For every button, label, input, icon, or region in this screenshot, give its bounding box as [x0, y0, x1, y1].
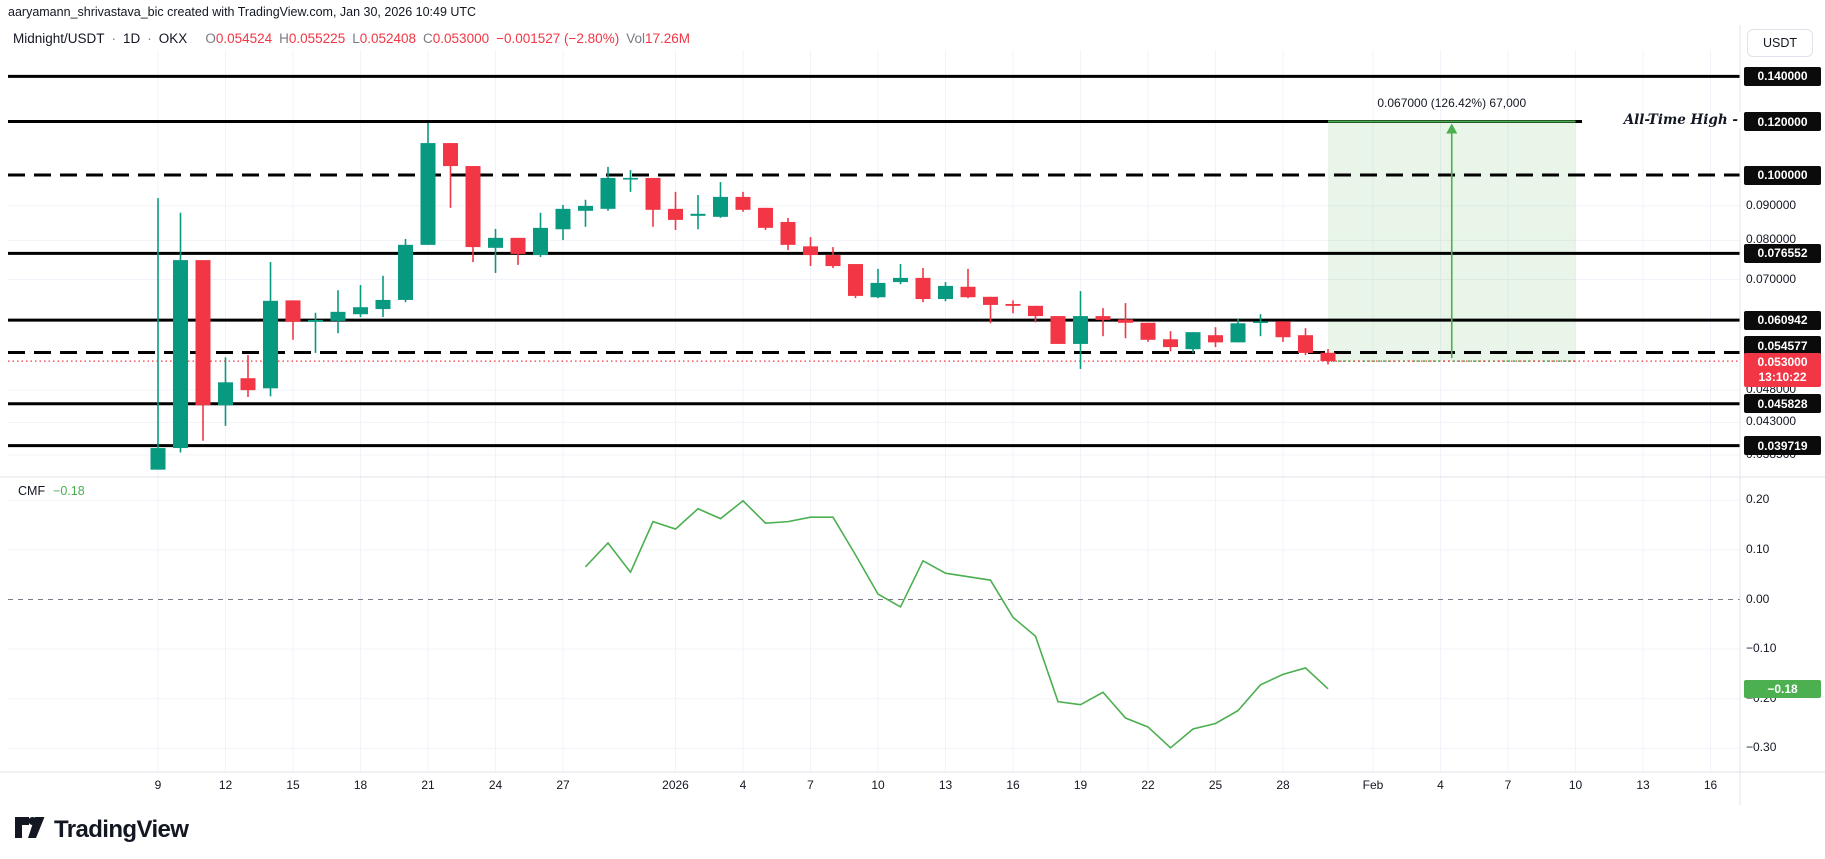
tradingview-logo[interactable]: TradingView [14, 814, 189, 846]
candle-body-Dec 26[interactable] [533, 227, 548, 256]
candle-body-Dec 9[interactable] [150, 448, 166, 470]
tradingview-logo-text: TradingView [54, 816, 189, 843]
candle-body-Jan 18[interactable] [1050, 316, 1066, 344]
tradingview-logo-icon [14, 814, 45, 846]
candle-body-Jan 11[interactable] [893, 277, 908, 283]
candle-body-Jan 20[interactable] [1095, 316, 1111, 320]
candle-body-Jan 14[interactable] [960, 286, 976, 298]
candle-body-Jan 4[interactable] [735, 196, 751, 210]
interval-label[interactable]: 1D [123, 31, 141, 46]
candle-body-Dec 10[interactable] [173, 260, 188, 449]
candle-body-Dec 13[interactable] [240, 378, 256, 391]
candle-body-Jan 23[interactable] [1163, 339, 1178, 348]
candle-body-Jan 30[interactable] [1320, 352, 1336, 362]
candle-body-Jan 1[interactable] [668, 208, 683, 220]
candle-body-Dec 12[interactable] [218, 382, 233, 406]
legend-separator: · [147, 31, 152, 46]
candle-body-Jan 12[interactable] [915, 277, 931, 300]
candle-body-Dec 31[interactable] [645, 177, 661, 210]
candle-body-Jan 2[interactable] [690, 213, 706, 216]
candle-body-Jan 5[interactable] [758, 207, 773, 228]
candle-body-Jan 3[interactable] [713, 196, 728, 217]
ohlc-open: O0.054524 [205, 31, 273, 46]
symbol-title[interactable]: Midnight/USDT [13, 31, 105, 46]
exchange-label[interactable]: OKX [158, 31, 188, 46]
candle-body-Dec 20[interactable] [398, 244, 413, 300]
candle-body-Jan 19[interactable] [1073, 316, 1088, 344]
ohlc-close: C0.053000 [423, 31, 490, 46]
candle-body-Dec 17[interactable] [330, 311, 346, 321]
candle-body-Jan 25[interactable] [1208, 335, 1223, 343]
candle-body-Dec 30[interactable] [623, 177, 638, 180]
candle-body-Jan 16[interactable] [1005, 304, 1021, 306]
candle-body-Jan 9[interactable] [848, 264, 863, 296]
candle-body-Dec 16[interactable] [308, 319, 323, 322]
candle-body-Jan 17[interactable] [1028, 305, 1043, 317]
candle-body-Dec 29[interactable] [600, 177, 616, 209]
cmf-label: CMF [18, 484, 46, 498]
candle-body-Dec 23[interactable] [465, 166, 481, 248]
candle-body-Jan 26[interactable] [1230, 323, 1246, 343]
volume-value: Vol17.26M [626, 31, 691, 46]
candle-body-Jan 10[interactable] [870, 282, 886, 298]
candle-body-Jan 21[interactable] [1118, 319, 1133, 323]
candle-body-Jan 27[interactable] [1253, 321, 1268, 323]
projection-arrow-head [1446, 123, 1458, 134]
ohlc-low: L0.052408 [352, 31, 417, 46]
candle-body-Dec 18[interactable] [353, 307, 368, 315]
candle-body-Dec 19[interactable] [375, 299, 391, 310]
candle-body-Jan 15[interactable] [983, 296, 998, 305]
candle-body-Jan 22[interactable] [1140, 322, 1156, 340]
candle-body-Dec 15[interactable] [285, 300, 301, 322]
ohlc-high: H0.055225 [279, 31, 346, 46]
candle-body-Dec 21[interactable] [420, 143, 436, 245]
candle-body-Jan 6[interactable] [780, 221, 796, 245]
candle-body-Dec 27[interactable] [555, 208, 571, 230]
cmf-value: −0.18 [53, 484, 85, 498]
candle-body-Dec 24[interactable] [488, 237, 503, 248]
candle-body-Jan 24[interactable] [1185, 332, 1201, 350]
cmf-line[interactable] [584, 499, 1329, 749]
currency-toggle-button[interactable]: USDT [1747, 29, 1813, 57]
symbol-legend: Midnight/USDT · 1D · OKX O0.054524 H0.05… [13, 31, 690, 46]
cmf-indicator-legend[interactable]: CMF −0.18 [18, 484, 85, 498]
candle-body-Dec 25[interactable] [510, 237, 526, 254]
candle-body-Dec 28[interactable] [578, 205, 593, 211]
candle-body-Jan 7[interactable] [803, 246, 818, 256]
attribution-text: aaryamann_shrivastava_bic created with T… [8, 5, 477, 19]
candle-body-Jan 28[interactable] [1275, 321, 1291, 338]
candle-body-Dec 14[interactable] [263, 300, 278, 389]
change-value: −0.001527 (−2.80%) [496, 31, 620, 46]
candle-body-Jan 8[interactable] [825, 255, 841, 267]
candle-body-Jan 13[interactable] [938, 285, 953, 300]
legend-separator: · [111, 31, 117, 46]
candle-body-Dec 22[interactable] [443, 143, 458, 167]
candle-body-Jan 29[interactable] [1298, 335, 1313, 353]
candle-body-Dec 11[interactable] [195, 260, 211, 406]
